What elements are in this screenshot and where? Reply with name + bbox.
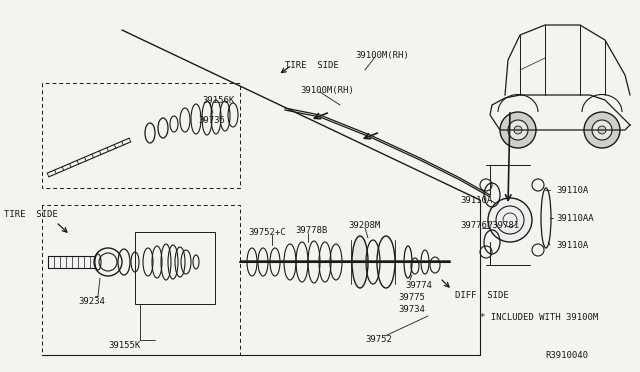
Text: 39100M(RH): 39100M(RH) xyxy=(355,51,409,60)
Text: R3910040: R3910040 xyxy=(545,350,588,359)
Text: * INCLUDED WITH 39100M: * INCLUDED WITH 39100M xyxy=(480,314,598,323)
Text: 39735: 39735 xyxy=(198,115,225,125)
Circle shape xyxy=(508,120,528,140)
Circle shape xyxy=(500,112,536,148)
Text: 39110A: 39110A xyxy=(556,186,588,195)
Text: 39156K: 39156K xyxy=(202,96,234,105)
Text: 39110AA: 39110AA xyxy=(556,214,594,222)
Text: 39778B: 39778B xyxy=(295,225,327,234)
Text: 39208M: 39208M xyxy=(348,221,380,230)
Text: 39734: 39734 xyxy=(398,305,425,314)
Text: TIRE  SIDE: TIRE SIDE xyxy=(4,209,58,218)
Text: 39775: 39775 xyxy=(398,294,425,302)
Text: 39776⁇39781: 39776⁇39781 xyxy=(460,221,519,230)
Text: 39752+C: 39752+C xyxy=(248,228,285,237)
Text: 39110A: 39110A xyxy=(556,241,588,250)
Circle shape xyxy=(592,120,612,140)
Text: 39234: 39234 xyxy=(78,298,105,307)
Text: 39155K: 39155K xyxy=(108,340,140,350)
Text: 39100M(RH): 39100M(RH) xyxy=(300,86,354,94)
Text: 39752: 39752 xyxy=(365,336,392,344)
Text: DIFF  SIDE: DIFF SIDE xyxy=(455,291,509,299)
Text: 39110A: 39110A xyxy=(460,196,492,205)
Ellipse shape xyxy=(352,236,368,288)
Circle shape xyxy=(514,126,522,134)
Text: TIRE  SIDE: TIRE SIDE xyxy=(285,61,339,70)
Circle shape xyxy=(488,198,532,242)
Text: 39774: 39774 xyxy=(405,280,432,289)
Bar xyxy=(135,232,215,304)
Circle shape xyxy=(584,112,620,148)
Circle shape xyxy=(598,126,606,134)
